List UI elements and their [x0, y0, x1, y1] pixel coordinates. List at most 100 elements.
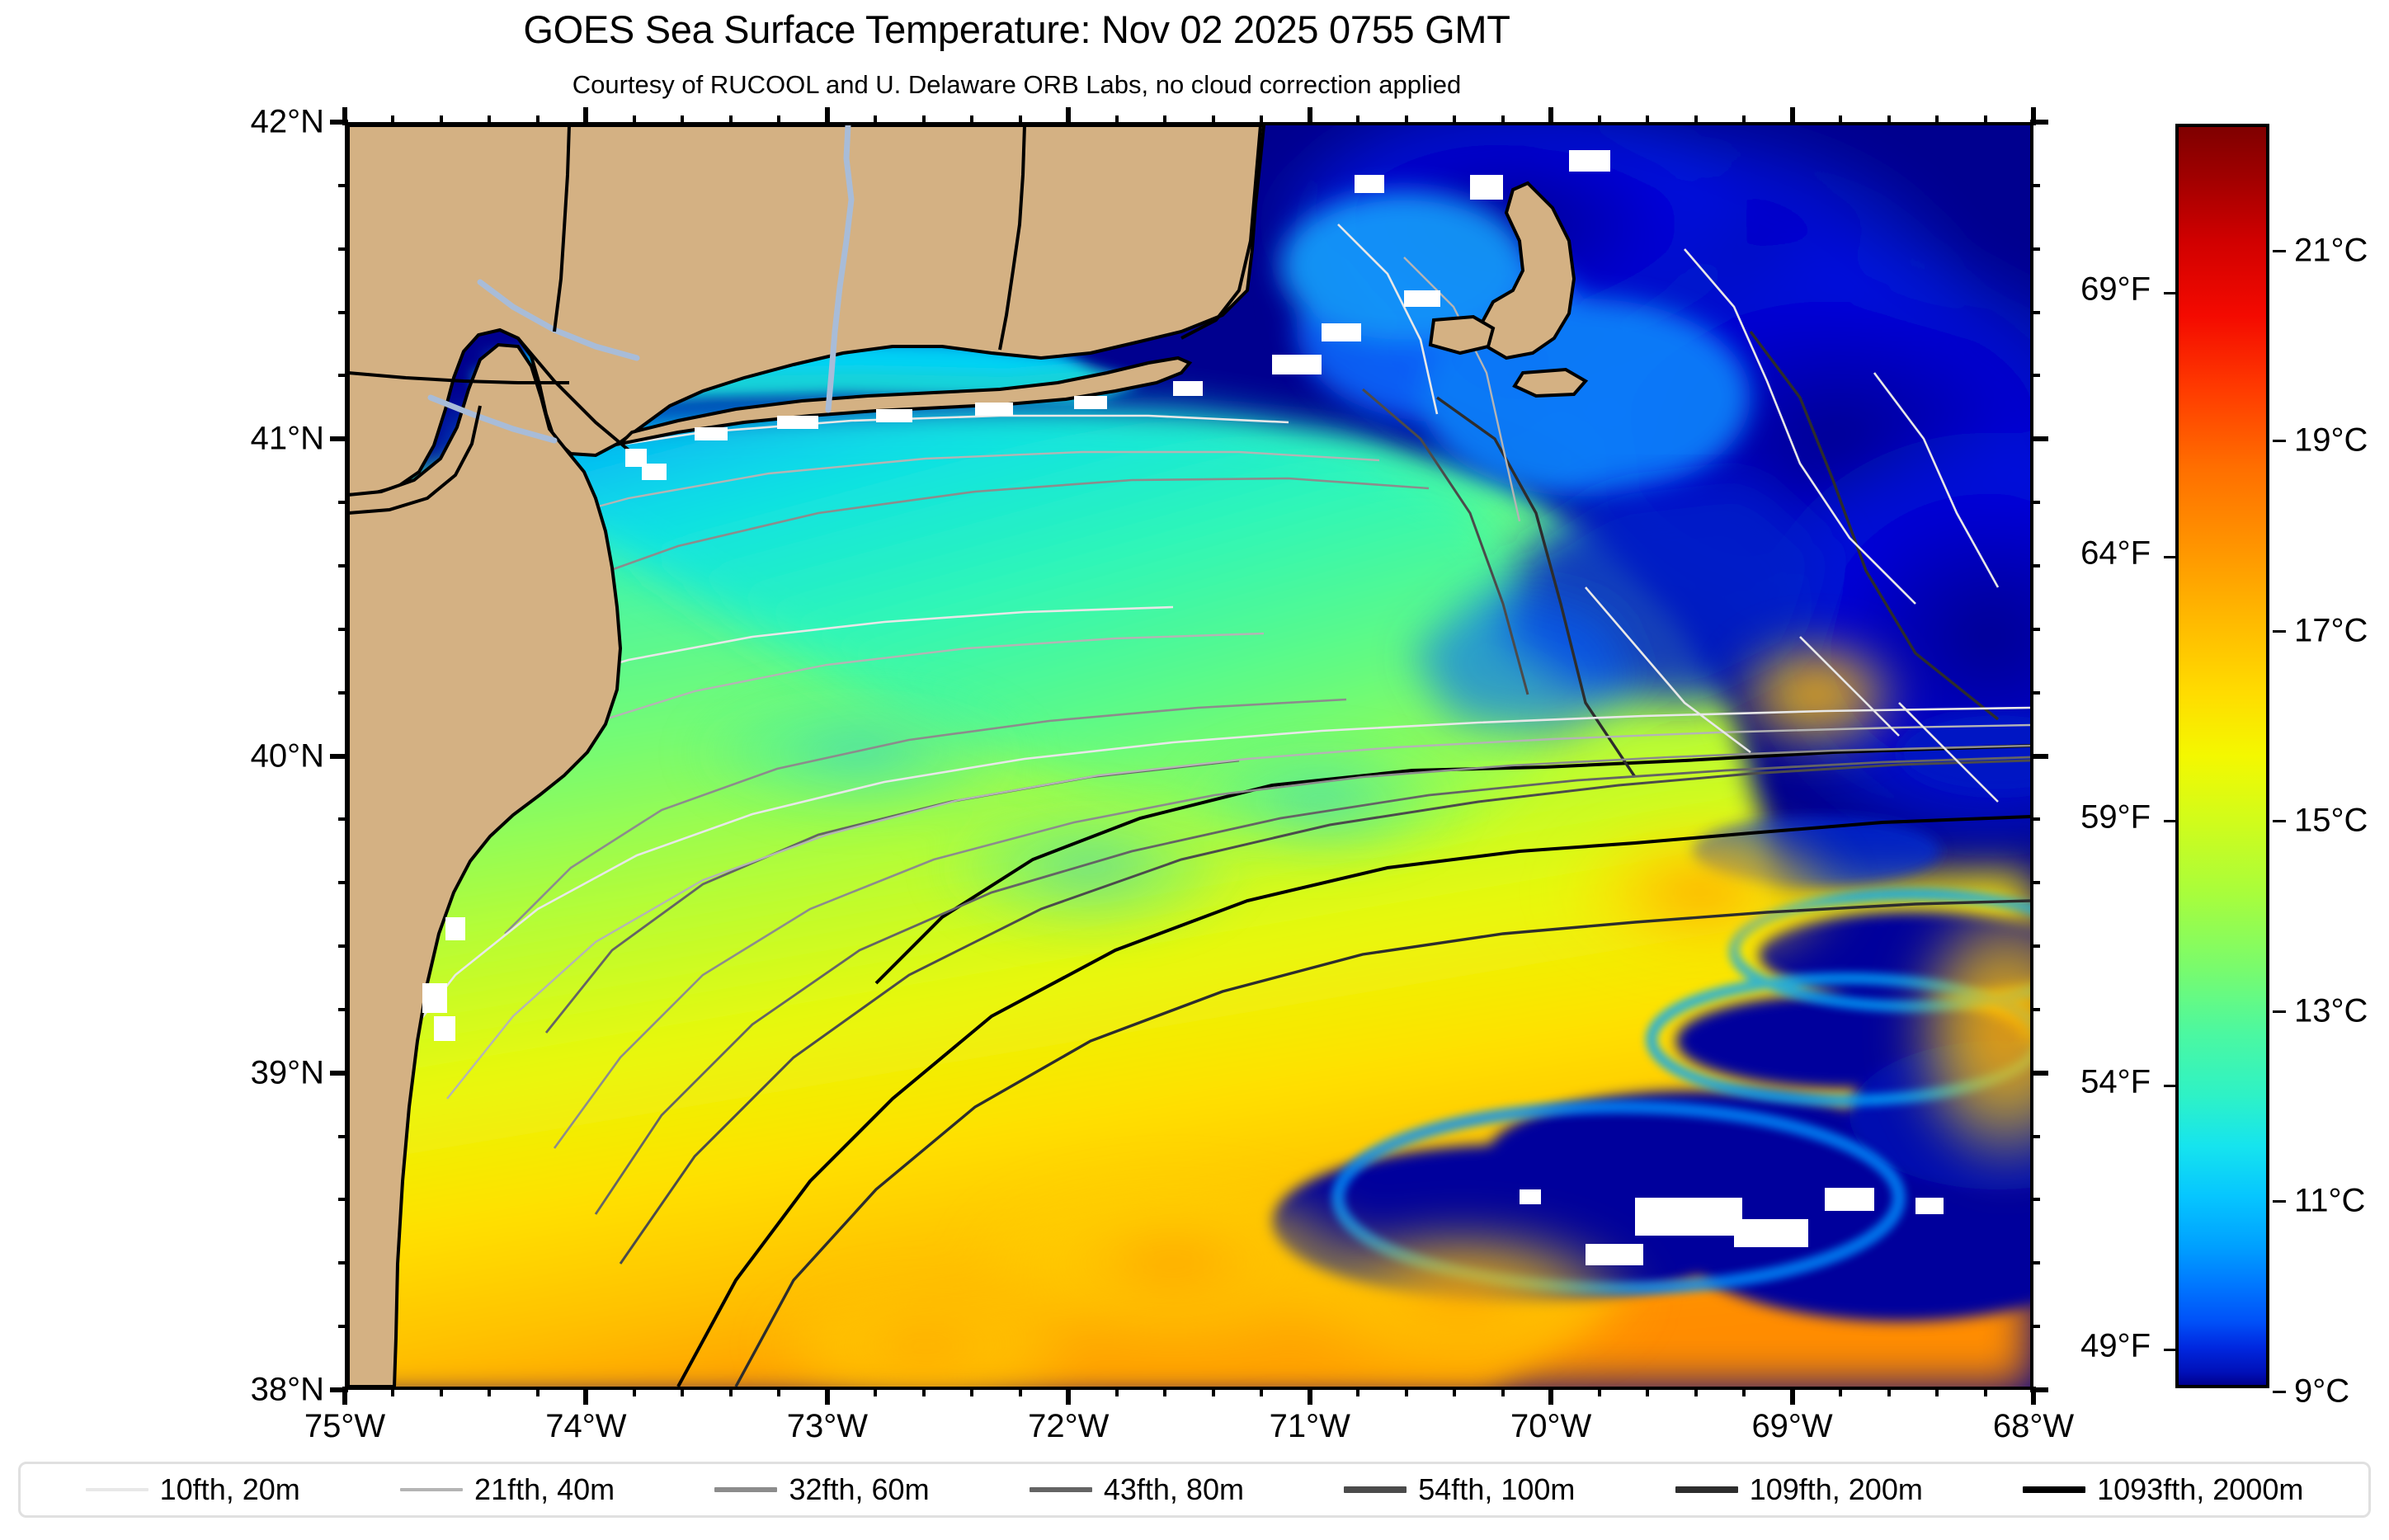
x-axis-tick — [583, 1387, 589, 1405]
y-axis-minor-tick — [338, 563, 348, 567]
y-axis-minor-tick — [338, 501, 348, 505]
x-axis-minor-tick — [1114, 115, 1119, 125]
y-axis-label: 40°N — [250, 737, 324, 774]
y-axis-minor-tick — [2030, 1198, 2040, 1202]
colorbar-label-celsius: 13°C — [2294, 992, 2368, 1029]
state-boundaries — [348, 125, 1262, 515]
x-axis-minor-tick — [1114, 1387, 1119, 1396]
x-axis-minor-tick — [1597, 115, 1601, 125]
x-axis-tick — [1548, 1387, 1554, 1405]
x-axis-minor-tick — [728, 1387, 733, 1396]
x-axis-minor-tick — [1163, 1387, 1167, 1396]
x-axis-tick — [1307, 1387, 1312, 1405]
colorbar-tick-fahrenheit — [2164, 1084, 2177, 1087]
y-axis-minor-tick — [338, 310, 348, 314]
x-axis-tick — [2031, 1387, 2036, 1405]
legend-label: 109fth, 200m — [1749, 1472, 1923, 1506]
colorbar-label-fahrenheit: 54°F — [2080, 1063, 2151, 1100]
y-axis-minor-tick — [338, 1007, 348, 1011]
legend-item[interactable]: 21fth, 40m — [400, 1472, 615, 1507]
x-axis-minor-tick — [1404, 1387, 1408, 1396]
x-axis-minor-tick — [777, 115, 781, 125]
legend-item[interactable]: 109fth, 200m — [1675, 1472, 1923, 1507]
x-axis-minor-tick — [488, 1387, 492, 1396]
y-axis-minor-tick — [338, 690, 348, 695]
y-axis-minor-tick — [338, 817, 348, 822]
y-axis-label: 38°N — [250, 1371, 324, 1408]
x-axis-minor-tick — [1935, 115, 1939, 125]
y-axis-minor-tick — [2030, 690, 2040, 695]
y-axis-minor-tick — [338, 881, 348, 885]
legend-item[interactable]: 32fth, 60m — [714, 1472, 930, 1507]
x-axis-tick — [1066, 107, 1072, 125]
legend-item[interactable]: 43fth, 80m — [1029, 1472, 1244, 1507]
page-subtitle: Courtesy of RUCOOL and U. Delaware ORB L… — [572, 70, 1462, 99]
colorbar-label-fahrenheit: 49°F — [2080, 1327, 2151, 1364]
x-axis-minor-tick — [391, 115, 395, 125]
page-title: GOES Sea Surface Temperature: Nov 02 202… — [523, 7, 1510, 51]
x-axis-minor-tick — [1453, 1387, 1457, 1396]
x-axis-minor-tick — [970, 1387, 974, 1396]
y-axis-tick — [330, 1387, 348, 1392]
colorbar-tick-celsius — [2273, 440, 2286, 443]
x-axis-tick — [2031, 107, 2036, 125]
colorbar-tick-celsius — [2273, 820, 2286, 823]
x-axis-minor-tick — [1260, 1387, 1264, 1396]
x-axis-tick — [1548, 107, 1554, 125]
colorbar-label-celsius: 21°C — [2294, 232, 2368, 269]
y-axis-minor-tick — [338, 1198, 348, 1202]
y-axis-minor-tick — [2030, 1134, 2040, 1138]
y-axis-minor-tick — [2030, 247, 2040, 251]
y-axis-tick — [2030, 753, 2048, 759]
x-axis-minor-tick — [1887, 1387, 1891, 1396]
x-axis-minor-tick — [1018, 1387, 1022, 1396]
x-axis-minor-tick — [1694, 1387, 1698, 1396]
y-axis-minor-tick — [2030, 817, 2040, 822]
y-axis-label: 41°N — [250, 420, 324, 457]
colorbar[interactable]: 21°C 19°C 17°C 15°C 13°C 11°C 9°C — [2164, 124, 2368, 1410]
sst-map-panel[interactable] — [345, 122, 2033, 1390]
x-axis-minor-tick — [1211, 115, 1215, 125]
legend-label: 1093fth, 2000m — [2097, 1472, 2304, 1506]
x-axis-minor-tick — [874, 1387, 878, 1396]
x-axis-minor-tick — [1597, 1387, 1601, 1396]
legend-line-swatch — [1675, 1486, 1738, 1493]
legend-line-swatch — [1029, 1486, 1092, 1493]
x-axis-minor-tick — [777, 1387, 781, 1396]
x-axis-tick — [1789, 107, 1795, 125]
x-axis-tick — [1307, 107, 1312, 125]
legend-item[interactable]: 1093fth, 2000m — [2023, 1472, 2303, 1507]
y-axis-label: 39°N — [250, 1054, 324, 1091]
legend-line-swatch — [400, 1487, 464, 1492]
contour-2000m — [676, 744, 2030, 1387]
colorbar-tick-fahrenheit — [2164, 292, 2177, 295]
x-axis-minor-tick — [632, 115, 636, 125]
y-axis-minor-tick — [338, 944, 348, 949]
y-axis-minor-tick — [338, 374, 348, 378]
x-axis-label: 74°W — [545, 1408, 627, 1444]
legend-item[interactable]: 54fth, 100m — [1344, 1472, 1575, 1507]
x-axis-minor-tick — [921, 1387, 926, 1396]
x-axis-minor-tick — [535, 1387, 540, 1396]
x-axis-minor-tick — [1453, 115, 1457, 125]
contour-200m — [734, 330, 2030, 1387]
colorbar-tick-fahrenheit — [2164, 1348, 2177, 1351]
bathymetry-legend: 10fth, 20m 21fth, 40m 32fth, 60m 43fth, 80m… — [18, 1462, 2371, 1518]
y-axis-tick — [330, 753, 348, 759]
x-axis-minor-tick — [681, 115, 685, 125]
x-axis-minor-tick — [1356, 1387, 1360, 1396]
colorbar-gradient — [2179, 127, 2266, 1385]
colorbar-tick-fahrenheit — [2164, 556, 2177, 559]
colorbar-label-celsius: 15°C — [2294, 802, 2368, 839]
legend-item[interactable]: 10fth, 20m — [85, 1472, 300, 1507]
colorbar-tick-fahrenheit — [2164, 820, 2177, 823]
x-axis-minor-tick — [1742, 115, 1746, 125]
y-axis-minor-tick — [338, 183, 348, 187]
y-axis-minor-tick — [2030, 374, 2040, 378]
y-axis-minor-tick — [2030, 310, 2040, 314]
x-axis-label: 72°W — [1028, 1408, 1110, 1444]
x-axis-minor-tick — [970, 115, 974, 125]
x-axis-minor-tick — [681, 1387, 685, 1396]
legend-line-swatch — [2023, 1486, 2086, 1494]
